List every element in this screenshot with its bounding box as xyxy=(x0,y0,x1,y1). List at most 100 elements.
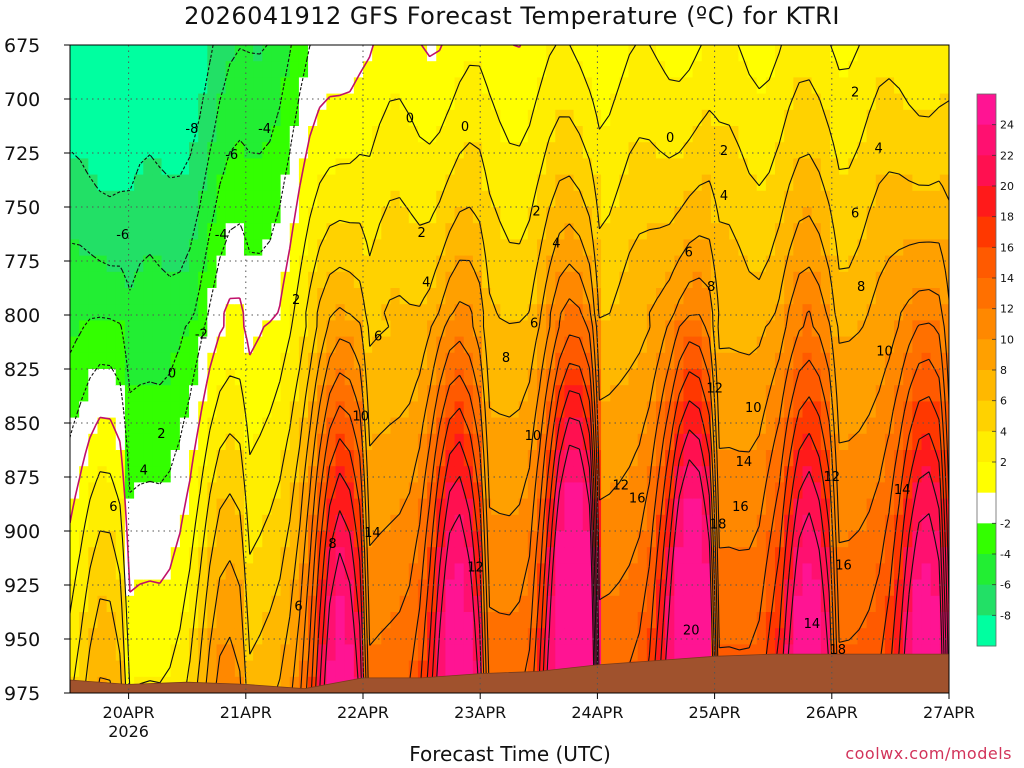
temperature-cell xyxy=(262,352,273,370)
temperature-cell xyxy=(875,433,886,451)
temperature-cell xyxy=(445,288,456,305)
temperature-cell xyxy=(234,77,245,95)
temperature-cell xyxy=(701,595,712,613)
temperature-cell xyxy=(317,304,327,321)
temperature-cell xyxy=(124,304,135,321)
temperature-cell xyxy=(280,45,291,62)
contour-label: 4 xyxy=(422,276,430,291)
temperature-cell xyxy=(417,433,428,451)
temperature-cell xyxy=(353,207,364,224)
temperature-cell xyxy=(921,417,932,435)
temperature-cell xyxy=(857,433,868,451)
temperature-cell xyxy=(344,336,355,354)
temperature-cell xyxy=(912,547,923,564)
temperature-cell xyxy=(225,563,236,581)
credit-link[interactable]: coolwx.com/models xyxy=(845,744,1012,763)
temperature-cell xyxy=(134,190,144,208)
temperature-cell xyxy=(793,644,804,662)
temperature-cell xyxy=(207,401,218,419)
colorbar-label: -8 xyxy=(1000,609,1011,622)
temperature-cell xyxy=(912,320,923,338)
temperature-cell xyxy=(546,401,556,419)
temperature-cell xyxy=(546,142,556,159)
temperature-cell xyxy=(884,482,895,500)
temperature-cell xyxy=(683,644,694,662)
temperature-cell xyxy=(70,644,80,662)
temperature-cell xyxy=(848,369,859,386)
temperature-cell xyxy=(179,142,190,159)
temperature-cell xyxy=(802,628,813,645)
temperature-cell xyxy=(124,190,135,208)
temperature-cell xyxy=(482,304,492,321)
temperature-cell xyxy=(939,547,949,564)
temperature-cell xyxy=(555,142,566,159)
temperature-cell xyxy=(97,514,108,532)
temperature-cell xyxy=(775,482,785,500)
temperature-cell xyxy=(70,158,80,176)
temperature-cell xyxy=(738,482,749,500)
temperature-cell xyxy=(152,417,163,435)
temperature-cell xyxy=(390,433,401,451)
temperature-cell xyxy=(207,563,218,581)
temperature-cell xyxy=(555,417,566,435)
temperature-cell xyxy=(656,223,666,240)
temperature-cell xyxy=(939,531,949,548)
temperature-cell xyxy=(317,676,327,693)
temperature-cell xyxy=(88,271,99,289)
temperature-cell xyxy=(683,352,694,370)
temperature-cell xyxy=(381,223,392,240)
temperature-cell xyxy=(372,563,382,581)
temperature-cell xyxy=(802,433,813,451)
temperature-cell xyxy=(674,207,685,224)
temperature-cell xyxy=(573,109,584,127)
temperature-cell xyxy=(591,352,602,370)
temperature-cell xyxy=(848,320,859,338)
temperature-cell xyxy=(408,579,419,597)
temperature-cell xyxy=(253,628,263,645)
contour-label: 16 xyxy=(629,492,646,507)
temperature-cell xyxy=(280,223,291,240)
temperature-cell xyxy=(802,385,813,402)
temperature-cell xyxy=(399,433,410,451)
temperature-cell xyxy=(216,369,227,386)
temperature-cell xyxy=(179,93,190,111)
temperature-cell xyxy=(152,320,163,338)
temperature-cell xyxy=(243,547,254,564)
temperature-cell xyxy=(88,190,99,208)
temperature-cell xyxy=(344,109,355,127)
temperature-cell xyxy=(527,547,538,564)
temperature-cell xyxy=(591,336,602,354)
temperature-cell xyxy=(335,628,346,645)
temperature-cell xyxy=(216,174,227,192)
temperature-cell xyxy=(198,401,208,419)
temperature-cell xyxy=(134,93,144,111)
temperature-cell xyxy=(454,417,465,435)
temperature-cell xyxy=(161,239,172,257)
temperature-cell xyxy=(747,612,758,629)
temperature-cell xyxy=(646,126,657,143)
temperature-cell xyxy=(765,336,776,354)
temperature-cell xyxy=(573,547,584,564)
temperature-cell xyxy=(381,514,392,532)
temperature-cell xyxy=(243,514,254,532)
temperature-cell xyxy=(445,498,456,516)
temperature-cell xyxy=(628,45,639,62)
temperature-cell xyxy=(875,547,886,564)
temperature-cell xyxy=(344,595,355,613)
temperature-cell xyxy=(308,45,318,62)
temperature-cell xyxy=(70,174,80,192)
temperature-cell xyxy=(262,417,273,435)
temperature-cell xyxy=(775,45,785,62)
temperature-cell xyxy=(720,255,730,273)
temperature-cell xyxy=(536,433,547,451)
temperature-cell xyxy=(500,158,511,176)
temperature-cell xyxy=(445,612,456,629)
temperature-cell xyxy=(124,45,135,62)
temperature-cell xyxy=(344,579,355,597)
temperature-cell xyxy=(234,45,245,62)
temperature-cell xyxy=(152,126,163,143)
contour-line xyxy=(70,45,268,291)
temperature-cell xyxy=(289,612,300,629)
temperature-cell xyxy=(674,77,685,95)
temperature-cell xyxy=(189,158,199,176)
